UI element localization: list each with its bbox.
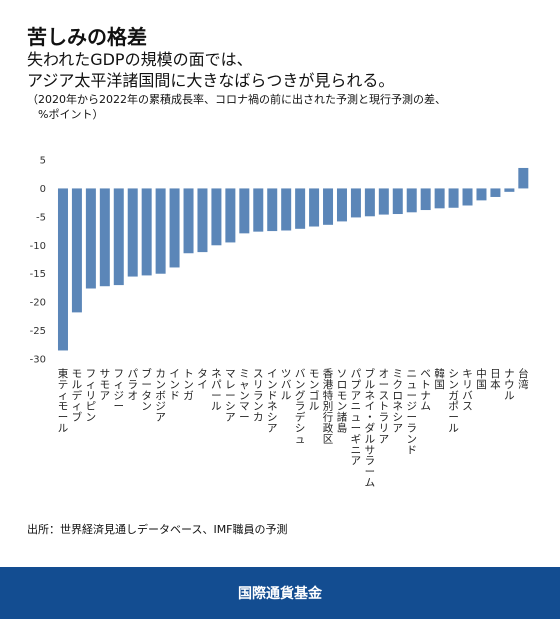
bar [504,188,515,192]
category-label: ツバル [281,368,292,402]
chart-note: （2020年から2022年の累積成長率、コロナ禍の前に出された予測と現行予測の差… [27,92,527,122]
y-tick-label: -5 [36,212,46,223]
y-tick-label: -30 [30,355,46,366]
bar-chart: 5 0 -5 -10 -15 -20 -25 -30 東ティモールモルディブフィリピンサモアフィ… [30,156,529,490]
category-label: タイ [197,368,208,391]
y-tick-label: -20 [30,298,46,309]
bar [295,188,306,229]
title-block: 苦しみの格差 失われたGDPの規模の面では、 アジア太平洋諸国間に大きなばらつき… [27,25,547,91]
category-label: ブータン [141,367,152,413]
bar [99,188,110,287]
category-label: ネパール [211,368,222,413]
bar [211,188,222,246]
category-label: シンガポール [448,368,459,435]
bar [57,188,68,351]
category-label: インドネシア [267,368,278,435]
category-label: 中国 [476,367,487,391]
category-label: ミクロネシア [393,368,404,435]
bar [113,188,124,286]
source-note: 出所：世界経済見通しデータベース、IMF職員の予測 [27,523,288,536]
bar [225,188,236,243]
category-label: バングラデシュ [295,368,306,445]
bar [420,188,431,211]
y-tick-label: 5 [40,156,46,167]
category-label: ミャンマー [239,368,250,424]
bar [406,188,417,213]
bar [253,188,264,232]
bar [309,188,320,227]
bar [71,188,82,313]
category-label: カンボジア [155,368,166,424]
bar [155,188,166,274]
note-line-2: %ポイント） [38,108,104,121]
bar [476,188,487,201]
bar [183,188,194,254]
category-label: インド [169,368,180,402]
bar [267,188,278,232]
category-label: ベトナム [420,368,431,413]
bar [141,188,152,276]
subtitle-line-1: 失われたGDPの規模の面では、 [27,50,253,69]
y-tick-label: -25 [30,326,46,337]
category-label: パプアニューギニア [351,368,362,467]
category-label: トンガ [183,368,194,402]
bar [518,167,529,189]
bar [127,188,138,277]
category-label: オーストラリア [379,368,390,445]
category-label: マレーシア [225,368,236,424]
category-label: モルディブ [72,368,83,424]
bar [169,188,180,268]
category-label: スリランカ [253,368,264,424]
note-line-1: （2020年から2022年の累積成長率、コロナ禍の前に出された予測と現行予測の差… [27,93,446,106]
footer-org-name: 国際通貨基金 [238,586,322,602]
category-label: ブルネイ・ダルサラーム [365,367,376,489]
category-label: 台湾 [518,367,529,391]
chart-title: 苦しみの格差 [27,25,147,49]
bar [350,188,361,218]
bar [490,188,501,197]
bar [197,188,208,253]
bar [239,188,250,234]
category-label: 韓国 [434,368,445,391]
bar [448,188,459,208]
category-label: モンゴル [309,368,320,413]
bar [336,188,347,222]
subtitle-line-2: アジア太平洋諸国間に大きなばらつきが見られる。 [27,71,395,90]
category-label: 香港特別行政区 [323,368,334,445]
y-tick-label: -10 [30,241,46,252]
bar [281,188,292,231]
y-tick-label: -15 [30,269,46,280]
category-label: ニュージーランド [406,368,417,456]
bar [392,188,403,215]
bar [364,188,375,217]
y-tick-label: 0 [40,184,46,195]
category-label: サモア [100,368,111,402]
category-label: フィリピン [86,368,97,424]
footer-bar: 国際通貨基金 [0,567,560,619]
bar [323,188,334,225]
bar [85,188,96,289]
bar [378,188,389,215]
category-label: パラオ [127,368,138,402]
category-label: 東ティモール [58,367,69,435]
category-label: キリバス [462,368,473,413]
bar [434,188,445,209]
bar [462,188,473,206]
category-label: ナウル [504,368,515,402]
category-label: 日本 [490,368,501,391]
category-label: ソロモン諸島 [337,368,348,435]
category-label: フィジー [114,368,125,413]
